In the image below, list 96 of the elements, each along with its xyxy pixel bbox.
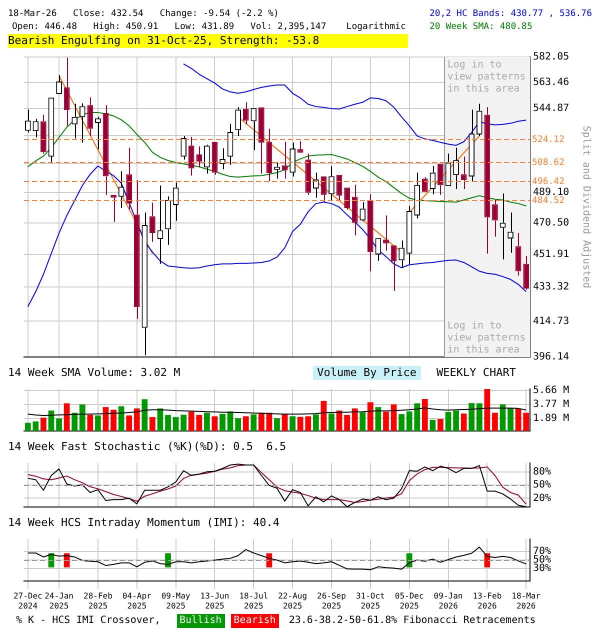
y-tick-label: 470.50: [533, 217, 570, 228]
candlestick: [383, 214, 389, 252]
candlestick: [235, 106, 241, 136]
x-tick-label: 05-Dec 2025: [394, 592, 424, 610]
candlestick: [484, 106, 490, 254]
x-tick-label: 26-Sep 2025: [317, 592, 346, 610]
candlestick: [118, 170, 124, 208]
y-tick-label: 451.91: [533, 248, 570, 260]
candlestick: [242, 102, 249, 125]
x-tick-label: 31-Oct 2025: [356, 592, 386, 610]
text: % K - HCS IMI Crossover,: [15, 614, 162, 628]
y-tick-label: 544.87: [533, 103, 570, 114]
candlestick: [375, 238, 382, 262]
y-tick-label: 582.05: [533, 52, 570, 63]
candlestick: [64, 57, 70, 126]
candlestick: [352, 184, 358, 236]
y-tick-label: 433.32: [533, 282, 570, 293]
candlestick: [266, 128, 272, 182]
chart-title: 14 Week SMA Volume: 3.02 M: [8, 366, 180, 380]
y-tick-label: 3.77 M: [533, 399, 570, 410]
candlestick: [212, 142, 218, 176]
text: 23.6-38.2-50-61.8% Fibonacci Retracements: [288, 614, 537, 628]
candlestick: [360, 202, 366, 222]
y-tick-label: 396.14: [533, 352, 570, 363]
y-tick-label: 563.46: [533, 76, 570, 88]
y-tick-label: 1.89 M: [533, 413, 570, 424]
candlestick: [274, 162, 280, 180]
candlestick: [204, 144, 210, 174]
x-tick-label: 13-Feb 2026: [472, 592, 502, 610]
ref-line-label: 496.42: [532, 176, 565, 187]
y-tick-label: 414.73: [533, 316, 570, 327]
text: 20,2 HC Bands: 430.77 , 536.76: [429, 8, 592, 21]
candlestick: [476, 103, 482, 136]
candlestick: [414, 172, 420, 219]
x-tick-label: 18-Jul 2025: [239, 592, 268, 610]
candlestick: [460, 156, 467, 190]
candlestick: [328, 166, 334, 201]
text: Logarithmic: [345, 21, 407, 34]
candlestick: [492, 200, 498, 238]
x-tick-label: 04-Apr 2025: [122, 592, 152, 610]
text: WEEKLY CHART: [436, 366, 517, 380]
band-label: Log in to view patterns in this area: [447, 320, 526, 356]
x-tick-label: 22-Aug 2025: [278, 592, 308, 610]
candlestick: [468, 109, 475, 182]
x-tick-label: 27-Dec 2024: [13, 592, 43, 610]
candlestick: [406, 205, 412, 264]
y-tick-label: 20%: [533, 492, 552, 504]
chart-title: Bearish Engulfing on 31-Oct-25, Strength: -53.8: [8, 34, 408, 48]
text: 20 Week SMA: 480.85: [429, 21, 532, 34]
text: Open: 446.48 High: 450.91 Low: 431.89 Vol: 2,395,147: [11, 21, 328, 34]
candlestick: [258, 107, 264, 174]
chart-title: 14 Week HCS Intraday Momentum (IMI): 40.4: [8, 516, 280, 530]
candlestick: [367, 194, 374, 272]
candlestick: [79, 102, 86, 144]
y-tick-label: 80%: [533, 466, 552, 478]
candlestick: [110, 195, 116, 222]
chart-subtitle: 18-Mar-26 Close: 432.54 Change: -9.54 (-2.2 %): [8, 8, 280, 21]
candlestick: [87, 96, 94, 136]
candlestick: [305, 153, 312, 196]
candlestick: [24, 109, 31, 133]
y-tick-label: 5.66 M: [533, 384, 570, 396]
x-tick-label: 18-Mar 2026: [512, 592, 541, 610]
chart-title: 14 Week Fast Stochastic (%K)(%D): 0.5 6.5: [8, 440, 286, 454]
y-tick-label: 50%: [533, 480, 552, 491]
candlestick: [523, 256, 530, 290]
ref-line-label: 484.52: [532, 196, 565, 206]
candlestick: [290, 142, 296, 178]
text: Log in to view patterns in this area: [447, 60, 526, 95]
x-tick-label: 09-May 2025: [161, 592, 190, 610]
candlestick: [390, 245, 397, 292]
candlestick: [227, 123, 234, 166]
y-axis-title: Split and Dividend Adjusted: [580, 126, 592, 288]
x-tick-label: 09-Jan 2026: [434, 592, 463, 610]
candlestick: [398, 240, 404, 268]
candlestick: [250, 108, 257, 151]
text: Bearish: [230, 614, 279, 628]
x-tick-label: 28-Feb 2025: [84, 592, 113, 610]
candlestick: [126, 147, 132, 210]
candlestick: [500, 192, 506, 260]
candlestick: [422, 176, 428, 192]
text: Bullish: [176, 614, 225, 628]
x-tick-label: 24-Jan 2025: [44, 592, 74, 610]
candlestick: [453, 147, 459, 190]
ref-line-label: 524.12: [532, 134, 565, 145]
ref-line-label: 508.62: [532, 158, 565, 168]
candlestick: [150, 202, 156, 242]
candlestick: [297, 140, 304, 153]
x-tick-label: 13-Jun 2025: [200, 592, 230, 610]
text: Volume By Price: [313, 366, 421, 380]
candlestick: [40, 114, 46, 154]
candlestick: [180, 135, 187, 160]
candlestick: [188, 136, 194, 176]
candlestick: [56, 74, 62, 94]
y-tick-label: 30%: [533, 562, 552, 574]
candlestick: [282, 141, 288, 180]
candlestick: [165, 196, 171, 246]
